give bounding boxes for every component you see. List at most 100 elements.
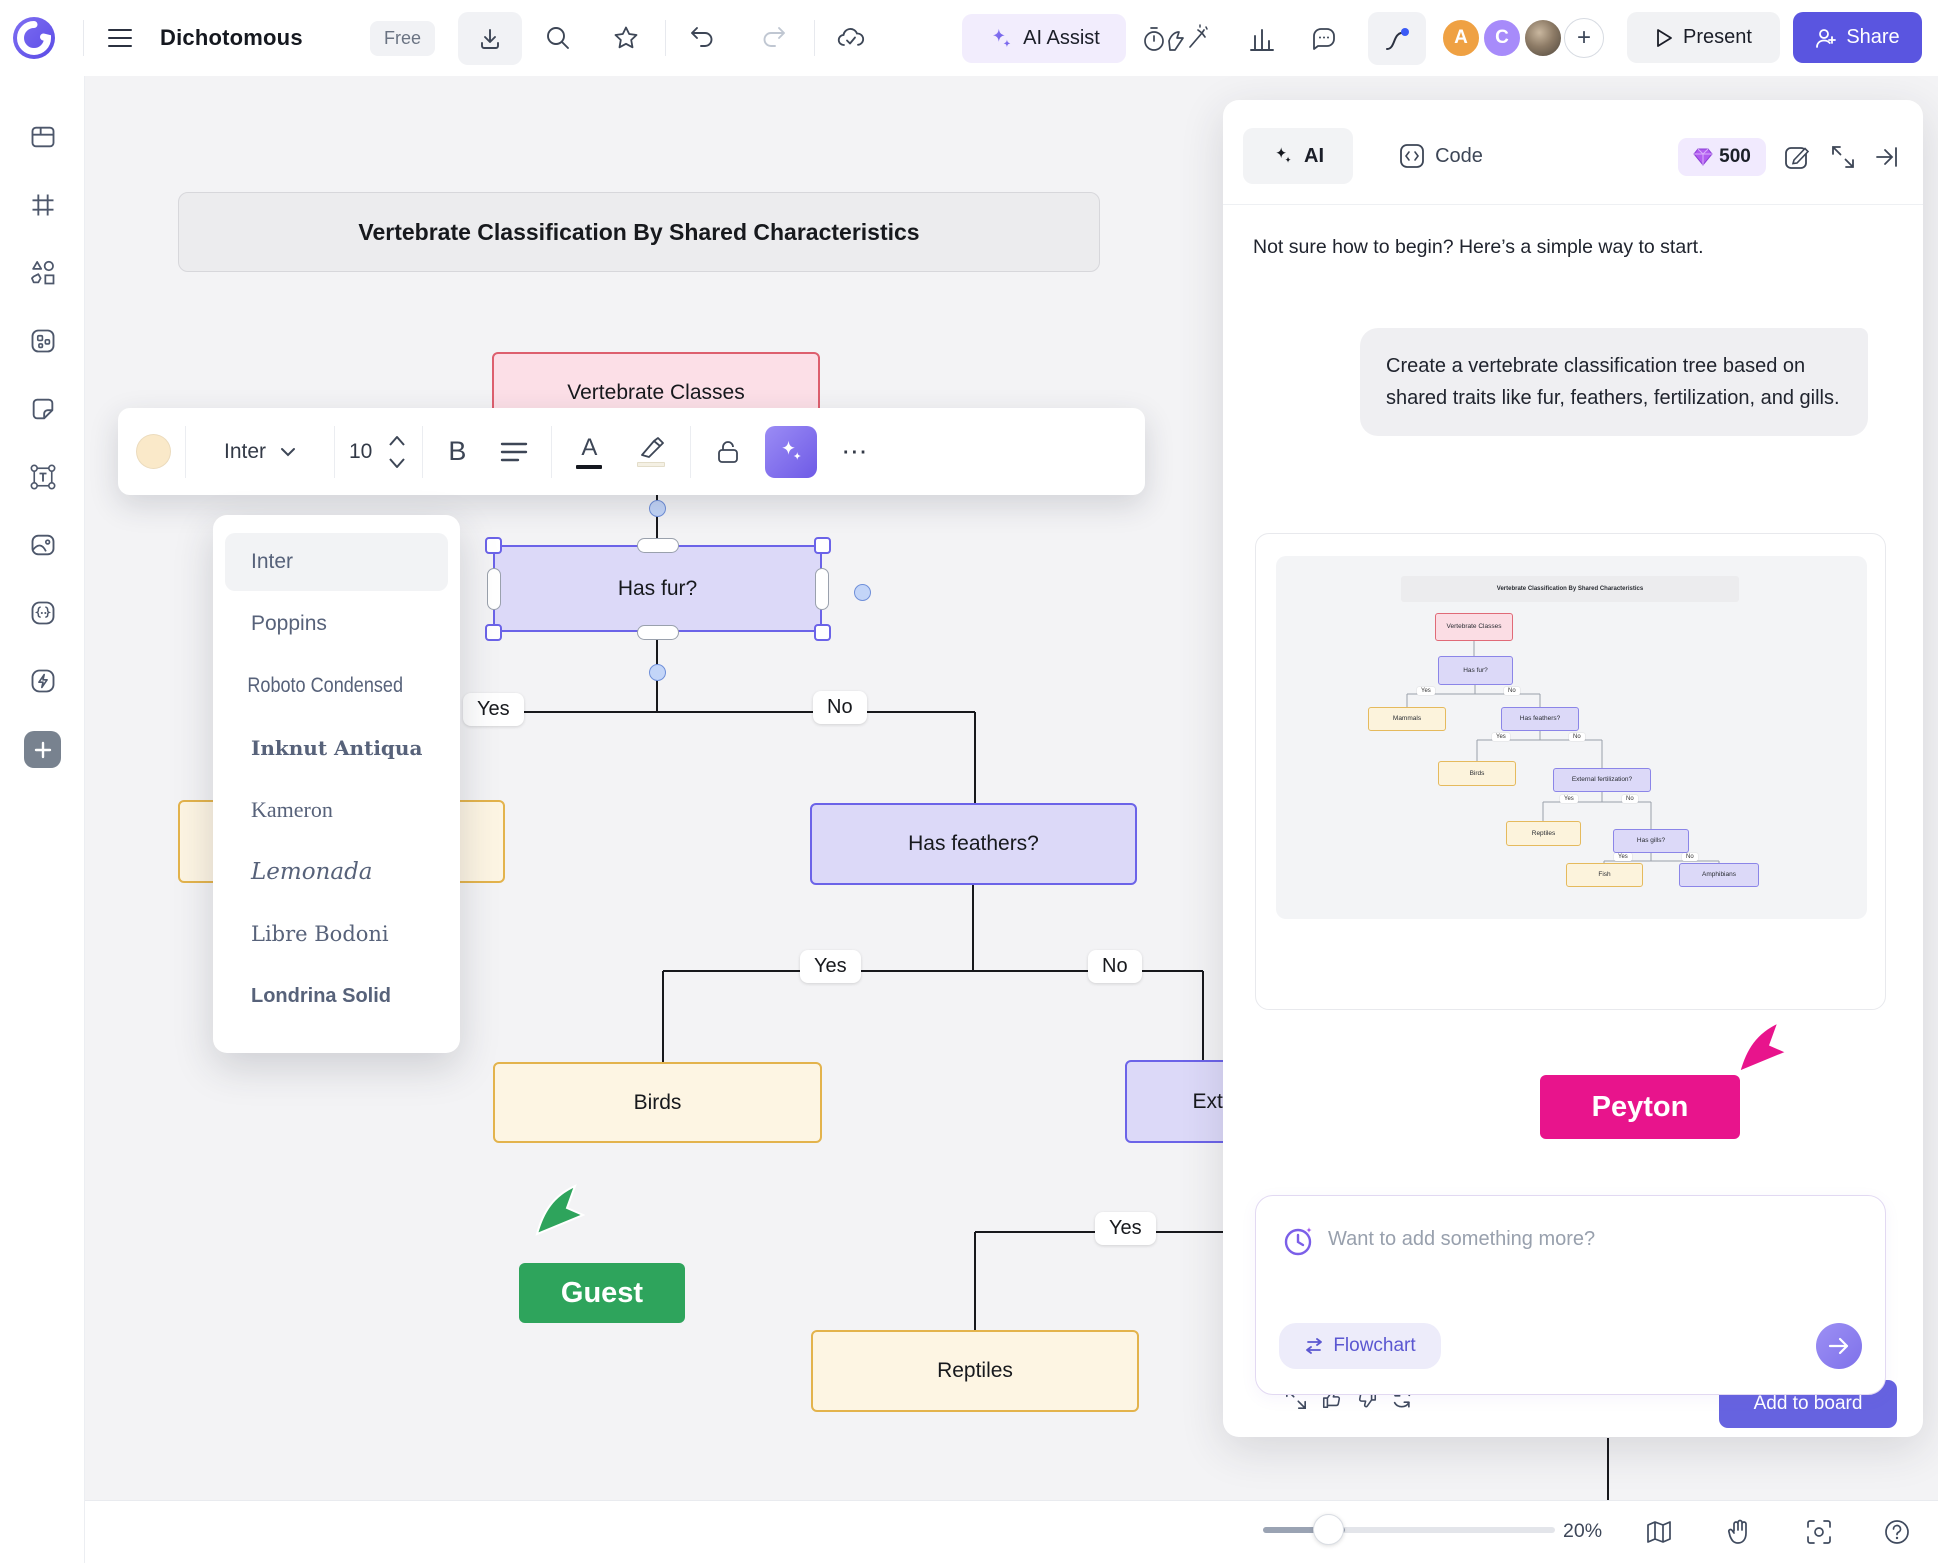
node-label: Vertebrate Classes	[567, 381, 745, 404]
minimap-button[interactable]	[1645, 1518, 1673, 1546]
font-family-menu: Inter Poppins Roboto Condensed Inknut An…	[213, 515, 460, 1053]
sync-status-button[interactable]	[832, 22, 870, 54]
bold-button[interactable]: B	[448, 436, 467, 466]
font-option-inter[interactable]: Inter	[225, 533, 448, 591]
ai-assist-button[interactable]: AI Assist	[962, 14, 1126, 63]
font-option-poppins[interactable]: Poppins	[251, 612, 327, 635]
resize-handle-ne[interactable]	[814, 537, 831, 554]
templates-tool[interactable]	[27, 121, 59, 153]
more-options-button[interactable]: ⋯	[841, 436, 870, 466]
font-family-dropdown[interactable]: Inter	[200, 440, 320, 464]
plan-badge: Free	[370, 21, 436, 56]
resize-handle-left[interactable]	[487, 568, 501, 610]
zoom-slider-knob[interactable]	[1313, 1514, 1344, 1545]
zoom-slider[interactable]	[1263, 1527, 1555, 1533]
node-reptiles[interactable]: Reptiles	[811, 1330, 1139, 1412]
arrow-right-icon	[1828, 1337, 1849, 1355]
ai-prompt-input[interactable]	[1328, 1228, 1808, 1251]
bar-chart-icon	[1250, 29, 1274, 51]
mini-edge-label: No	[1569, 733, 1585, 741]
mini-node: Reptiles	[1506, 821, 1581, 846]
main-menu-button[interactable]	[100, 22, 140, 54]
resize-handle-se[interactable]	[814, 624, 831, 641]
expand-panel-button[interactable]	[1829, 143, 1857, 171]
resize-handle-nw[interactable]	[485, 537, 502, 554]
app-toolbar: Dichotomous Free AI Assist	[0, 0, 1938, 76]
highlight-button[interactable]	[626, 436, 676, 467]
board-title-node[interactable]: Vertebrate Classification By Shared Char…	[178, 192, 1100, 272]
resize-handle-bottom[interactable]	[637, 625, 679, 640]
resize-handle-top[interactable]	[637, 538, 679, 553]
help-button[interactable]	[1883, 1518, 1911, 1546]
screenshot-button[interactable]	[1805, 1518, 1833, 1546]
edge-label-yes[interactable]: Yes	[463, 693, 524, 726]
app-logo[interactable]	[12, 16, 56, 60]
align-button[interactable]	[491, 441, 537, 463]
flowchart-preview[interactable]: Vertebrate Classification By Shared Char…	[1276, 556, 1867, 919]
connector-dot-right[interactable]	[854, 584, 871, 601]
person-add-icon	[1816, 28, 1837, 48]
font-option-inknut-antiqua[interactable]: Inknut Antiqua	[251, 736, 423, 760]
automation-tool[interactable]	[27, 665, 59, 697]
node-birds[interactable]: Birds	[493, 1062, 822, 1143]
font-size-stepper[interactable]: 10	[349, 431, 408, 473]
resize-handle-right[interactable]	[815, 568, 829, 610]
connector-dot-top[interactable]	[649, 500, 666, 517]
media-tool[interactable]	[27, 529, 59, 561]
edge-label-yes[interactable]: Yes	[1095, 1212, 1156, 1245]
share-button[interactable]: Share	[1793, 12, 1922, 63]
undo-button[interactable]	[684, 22, 720, 54]
favorite-button[interactable]	[608, 22, 644, 54]
export-button[interactable]	[458, 12, 522, 65]
redo-button[interactable]	[756, 22, 792, 54]
avatar-photo[interactable]	[1523, 18, 1563, 58]
shapes-tool[interactable]	[27, 257, 59, 289]
invite-button[interactable]: +	[1564, 18, 1604, 58]
charts-button[interactable]	[1242, 22, 1282, 56]
mini-edge-label: Yes	[1614, 853, 1632, 861]
edge-label-no[interactable]: No	[813, 691, 867, 724]
text-tool[interactable]	[27, 461, 59, 493]
lock-button[interactable]	[705, 439, 751, 465]
connector-dot-bottom[interactable]	[649, 664, 666, 681]
avatar-a[interactable]: A	[1441, 18, 1481, 58]
node-has-fur[interactable]: Has fur?	[493, 545, 822, 632]
search-button[interactable]	[540, 22, 576, 54]
gem-icon	[1693, 148, 1713, 166]
font-option-londrina-solid[interactable]: Londrina Solid	[251, 984, 391, 1007]
resize-handle-sw[interactable]	[485, 624, 502, 641]
flowchart-chip[interactable]: Flowchart	[1279, 1323, 1441, 1369]
font-option-kameron[interactable]: Kameron	[251, 797, 333, 822]
fill-color-swatch[interactable]	[136, 434, 171, 469]
font-option-roboto-condensed[interactable]: Roboto Condensed	[247, 674, 404, 697]
pan-tool-button[interactable]	[1725, 1518, 1753, 1546]
font-option-lemonada[interactable]: Lemonada	[251, 859, 373, 885]
frame-tool[interactable]	[27, 189, 59, 221]
mini-node: Vertebrate Classes	[1435, 613, 1513, 641]
connector-tool-button[interactable]	[1368, 12, 1426, 65]
sticky-note-tool[interactable]	[27, 393, 59, 425]
add-tool-button[interactable]	[24, 731, 61, 768]
send-button[interactable]	[1816, 1323, 1862, 1369]
ai-magic-button[interactable]	[765, 425, 818, 478]
sparkles-icon	[993, 28, 1011, 47]
credits-badge[interactable]: 500	[1678, 138, 1766, 176]
font-option-libre-bodoni[interactable]: Libre Bodoni	[251, 922, 389, 946]
tab-code[interactable]: Code	[1375, 128, 1507, 184]
timer-reactions-icon	[1144, 24, 1208, 51]
embed-tool[interactable]	[27, 597, 59, 629]
edit-chat-button[interactable]	[1783, 143, 1811, 171]
comments-button[interactable]	[1304, 22, 1344, 56]
text-color-button[interactable]: A	[566, 434, 612, 469]
edge-label-yes[interactable]: Yes	[800, 950, 861, 983]
components-tool[interactable]	[27, 325, 59, 357]
avatar-c[interactable]: C	[1482, 18, 1522, 58]
board-title[interactable]: Dichotomous	[160, 25, 303, 50]
node-has-feathers[interactable]: Has feathers?	[810, 803, 1137, 885]
frame-icon	[32, 194, 54, 216]
edge-label-no[interactable]: No	[1088, 950, 1142, 983]
tab-ai[interactable]: AI	[1243, 128, 1353, 184]
present-button[interactable]: Present	[1627, 12, 1780, 63]
interaction-tools-button[interactable]	[1140, 22, 1212, 56]
collapse-panel-button[interactable]	[1873, 143, 1901, 171]
